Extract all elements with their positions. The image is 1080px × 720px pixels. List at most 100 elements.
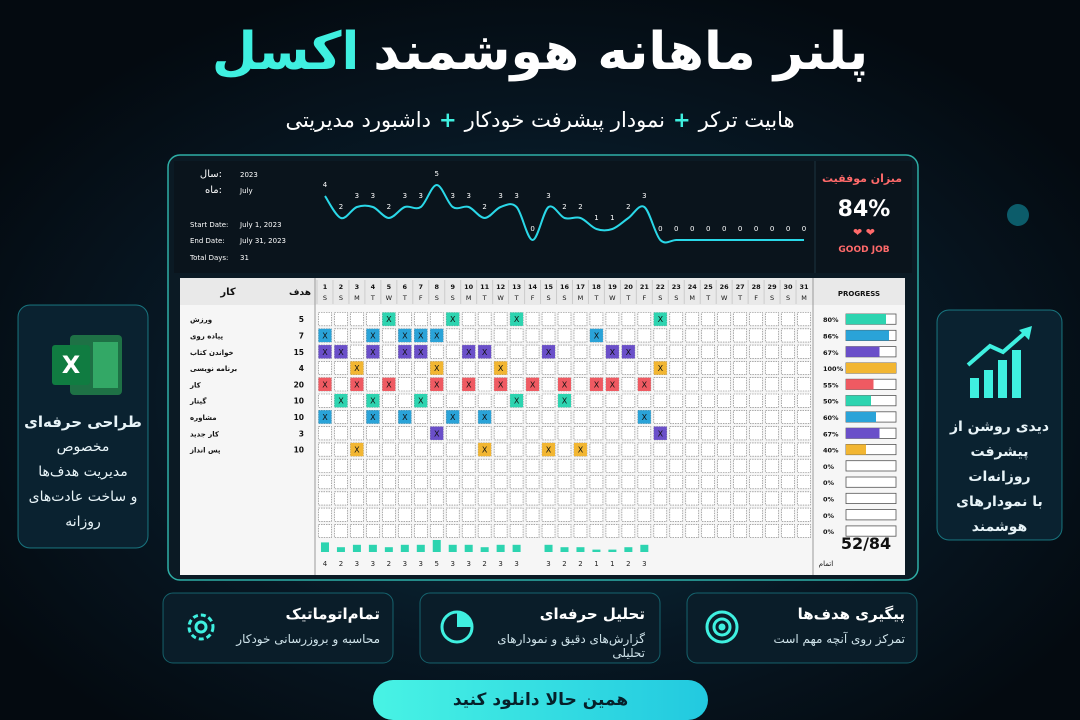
day-cell xyxy=(509,475,524,490)
daily-bar xyxy=(464,544,473,552)
line-value-label: 0 xyxy=(754,225,758,233)
line-value-label: 3 xyxy=(371,192,375,200)
day-cell xyxy=(701,426,715,441)
check-mark: X xyxy=(514,397,520,406)
day-cell xyxy=(334,426,348,441)
day-cell xyxy=(685,312,700,327)
daily-count: 3 xyxy=(403,560,407,568)
line-value-label: 3 xyxy=(546,192,550,200)
day-cell xyxy=(382,328,396,343)
day-cell xyxy=(493,409,508,424)
check-mark: X xyxy=(578,446,584,455)
day-cell xyxy=(334,377,348,392)
daily-bar xyxy=(368,544,377,552)
check-mark: X xyxy=(434,364,440,373)
line-value-label: 0 xyxy=(530,225,534,233)
day-cell xyxy=(733,377,747,392)
day-cell xyxy=(797,426,811,441)
weekday: F xyxy=(531,294,535,302)
day-cell xyxy=(589,361,604,375)
day-cell xyxy=(669,442,684,457)
day-cell xyxy=(493,442,508,457)
daily-count: 3 xyxy=(514,560,518,568)
day-cell xyxy=(477,507,492,522)
day-cell xyxy=(733,409,747,424)
check-mark: X xyxy=(418,331,424,340)
day-cell xyxy=(477,377,492,392)
day-cell xyxy=(733,507,747,522)
feature: پیگیری هدف‌ها تمرکز روی آنچه مهم است xyxy=(750,605,905,646)
line-value-label: 2 xyxy=(578,203,582,211)
day-cell xyxy=(445,524,460,539)
day-cell xyxy=(429,442,444,457)
day-cell xyxy=(765,409,779,424)
day-cell xyxy=(414,507,428,522)
daily-count: 2 xyxy=(339,560,343,568)
day-cell xyxy=(477,312,492,327)
line-value-label: 3 xyxy=(514,192,518,200)
day-cell xyxy=(781,312,795,327)
day-cell xyxy=(765,475,779,490)
day-cell xyxy=(669,491,684,506)
day-cell xyxy=(541,507,556,522)
line-value-label: 1 xyxy=(610,214,614,222)
day-cell xyxy=(669,312,684,327)
day-cell xyxy=(637,312,652,327)
day-cell xyxy=(398,524,412,539)
day-cell xyxy=(749,393,763,408)
day-cell xyxy=(318,524,332,539)
day-cell xyxy=(382,344,396,359)
day-number: 8 xyxy=(434,283,439,291)
daily-count: 3 xyxy=(466,560,470,568)
weekday: S xyxy=(674,294,678,302)
check-mark: X xyxy=(434,331,440,340)
check-cell xyxy=(542,442,556,457)
day-cell xyxy=(797,344,811,359)
day-cell xyxy=(366,475,380,490)
svg-text:X: X xyxy=(62,351,81,379)
check-mark: X xyxy=(402,348,408,357)
day-number: 15 xyxy=(544,283,554,291)
day-cell xyxy=(733,328,747,343)
success-title: میزان موفقیت xyxy=(822,172,902,185)
day-cell xyxy=(717,361,731,375)
line-value-label: 5 xyxy=(435,170,439,178)
check-cell xyxy=(462,345,476,359)
day-cell xyxy=(669,507,684,522)
day-cell xyxy=(717,524,731,539)
day-cell xyxy=(589,475,604,490)
title-accent: اکسل xyxy=(211,22,360,82)
download-button[interactable]: همین حالا دانلود کنید xyxy=(452,690,629,710)
day-cell xyxy=(797,507,811,522)
day-cell xyxy=(382,409,396,424)
side-line: مخصوص xyxy=(56,439,110,455)
day-cell xyxy=(637,524,652,539)
day-cell xyxy=(541,491,556,506)
day-cell xyxy=(557,328,572,343)
info-label: Start Date: xyxy=(190,221,228,229)
day-number: 29 xyxy=(768,283,778,291)
check-cell xyxy=(382,312,396,326)
day-cell xyxy=(717,377,731,392)
day-cell xyxy=(781,507,795,522)
line-value-label: 3 xyxy=(403,192,407,200)
check-mark: X xyxy=(658,429,664,438)
day-cell xyxy=(637,361,652,375)
day-cell xyxy=(366,507,380,522)
day-cell xyxy=(765,361,779,375)
weekday: T xyxy=(737,294,742,302)
daily-count: 4 xyxy=(323,560,328,568)
day-cell xyxy=(557,475,572,490)
habit-name: کار جدید xyxy=(190,430,220,438)
check-mark: X xyxy=(482,446,488,455)
total-label: اتمام xyxy=(819,560,833,568)
day-cell xyxy=(557,524,572,539)
progress-bar xyxy=(846,444,866,455)
habit-name: برنامه نویسی xyxy=(190,365,237,373)
daily-count: 2 xyxy=(482,560,486,568)
daily-bar xyxy=(400,544,409,552)
progress-label: 0% xyxy=(823,512,835,520)
side-line: روزانه xyxy=(65,514,101,530)
habit-target: 10 xyxy=(294,397,304,406)
